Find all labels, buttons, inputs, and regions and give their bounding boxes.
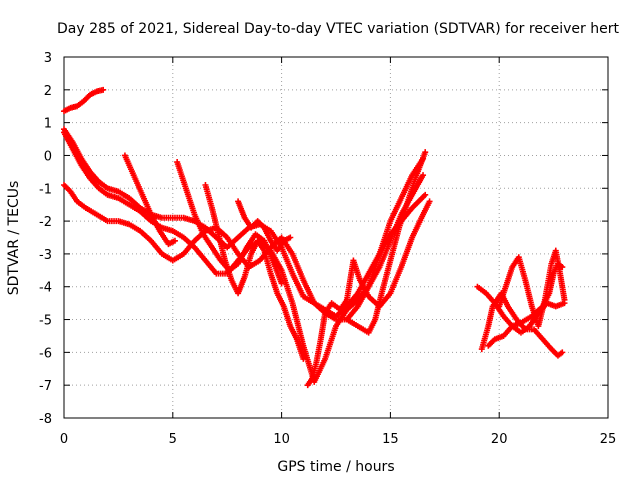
data-point-marker <box>278 280 285 287</box>
x-tick-label: 0 <box>60 432 68 447</box>
data-point-marker <box>422 191 429 198</box>
x-tick-label: 25 <box>600 432 617 447</box>
series-track-d <box>61 181 429 320</box>
y-tick-label: -1 <box>39 182 52 197</box>
data-point-marker <box>100 86 107 93</box>
y-tick-label: 0 <box>44 149 52 164</box>
series-track-b <box>61 126 427 323</box>
x-tick-label: 5 <box>169 432 177 447</box>
data-point-marker <box>287 234 294 241</box>
x-axis-label: GPS time / hours <box>277 459 394 475</box>
data-point-marker <box>422 149 429 156</box>
series-track-h <box>235 198 294 254</box>
y-tick-label: 2 <box>44 84 52 99</box>
series-track-e <box>121 152 178 248</box>
axes: 0 5 10 15 20 25 -8 -7 -6 -5 -4 -3 -2 -1 0 1 2 3 <box>39 51 616 447</box>
series-track-a <box>61 86 107 115</box>
y-tick-label: -4 <box>39 281 52 296</box>
data-point-marker <box>561 296 568 303</box>
data-point-marker <box>300 355 307 362</box>
y-tick-label: -2 <box>39 215 52 230</box>
series-track-g <box>202 181 307 362</box>
data-point-marker <box>426 198 433 205</box>
y-tick-label: -3 <box>39 248 52 263</box>
y-tick-label: -5 <box>39 314 52 329</box>
chart-title: Day 285 of 2021, Sidereal Day-to-day VTE… <box>57 21 619 37</box>
series-track-j <box>343 149 429 336</box>
y-tick-label: -8 <box>39 412 52 427</box>
data-point-marker <box>171 237 178 244</box>
series-track-n <box>496 247 568 330</box>
y-axis-label: SDTVAR / TECUs <box>6 181 22 296</box>
y-tick-label: 3 <box>44 51 52 66</box>
x-tick-label: 10 <box>273 432 290 447</box>
x-tick-label: 20 <box>491 432 508 447</box>
plot-frame <box>63 56 609 419</box>
y-tick-label: -7 <box>39 379 52 394</box>
y-tick-label: -6 <box>39 346 52 361</box>
x-tick-label: 15 <box>382 432 399 447</box>
data-point-marker <box>559 349 566 356</box>
data-point-marker <box>420 172 427 179</box>
data-marks <box>61 86 568 389</box>
y-tick-label: 1 <box>44 117 52 132</box>
